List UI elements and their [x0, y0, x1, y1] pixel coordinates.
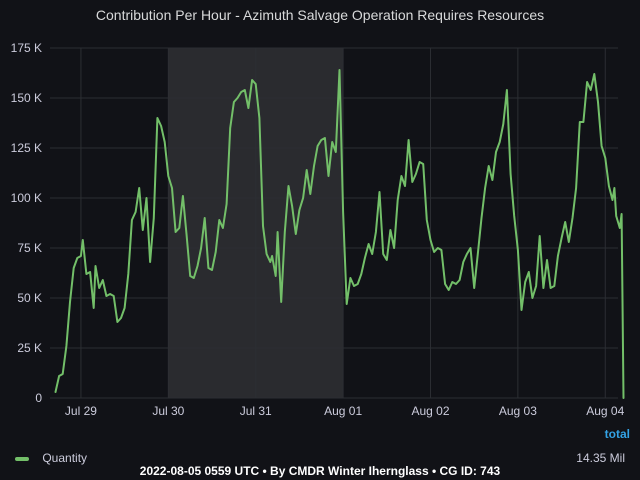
y-tick-label: 25 K [17, 341, 42, 355]
x-tick-label: Jul 29 [65, 404, 97, 418]
legend-swatch [15, 456, 29, 461]
y-tick-label: 50 K [17, 291, 42, 305]
y-tick-label: 100 K [11, 191, 42, 205]
y-tick-label: 75 K [17, 241, 42, 255]
y-tick-label: 175 K [11, 41, 42, 55]
x-axis: Jul 29 Jul 30 Jul 31 Aug 01 Aug 02 Aug 03 Aug … [65, 404, 625, 418]
series-line-quantity[interactable] [54, 69, 625, 399]
x-tick-label: Aug 04 [586, 404, 624, 418]
legend-header-total[interactable]: total [604, 427, 630, 441]
y-tick-label: 125 K [11, 141, 42, 155]
footer-caption: 2022-08-05 0559 UTC • By CMDR Winter Ihe… [139, 464, 501, 478]
chart-title: Contribution Per Hour - Azimuth Salvage … [95, 7, 545, 23]
legend-total-value: 14.35 Mil [576, 451, 625, 465]
y-tick-label: 150 K [11, 91, 42, 105]
x-tick-label: Aug 02 [411, 404, 449, 418]
legend-row-quantity[interactable]: Quantity 14.35 Mil [15, 451, 625, 465]
x-tick-label: Jul 31 [240, 404, 272, 418]
y-tick-label: 0 [35, 391, 42, 405]
x-tick-label: Aug 03 [499, 404, 537, 418]
legend-series-name: Quantity [42, 451, 88, 465]
y-axis: 0 25 K 50 K 75 K 100 K 125 K 150 K 175 K [11, 41, 43, 405]
x-tick-label: Jul 30 [152, 404, 184, 418]
x-tick-label: Aug 01 [324, 404, 362, 418]
